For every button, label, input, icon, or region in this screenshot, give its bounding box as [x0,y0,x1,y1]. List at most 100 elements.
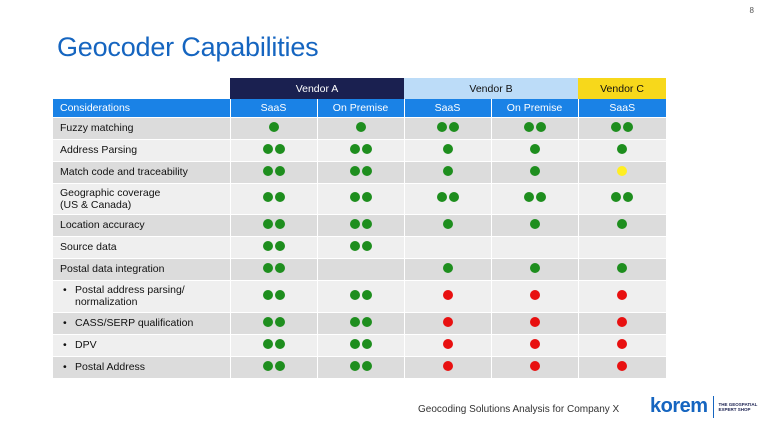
rating-cell-vendor-a-saas [229,182,317,214]
rating-dots [529,165,540,176]
green-dot-icon [361,316,372,327]
table-row: Geographic coverage (US & Canada) [53,182,667,214]
row-label-text: Address Parsing [60,144,138,156]
green-dot-icon [361,218,372,229]
rating-cell-vendor-a-saas [229,355,317,378]
capabilities-table: Vendor A Vendor B Vendor C Consideration… [53,78,667,378]
green-dot-icon [523,121,534,132]
green-dot-icon [349,338,360,349]
sub-item: • Postal Address [63,361,224,373]
footer-text: Geocoding Solutions Analysis for Company… [418,404,620,415]
green-dot-icon [361,165,372,176]
row-label: • Postal address parsing/ normalization [53,279,230,312]
rating-cell-vendor-c-saas [577,138,667,161]
rating-dots [523,192,546,202]
rating-cell-vendor-b-saas [403,311,491,334]
rating-dots [529,143,540,154]
rating-dots [529,360,540,371]
rating-cell-vendor-b-saas [403,257,491,280]
green-dot-icon [349,240,360,251]
red-dot-icon [617,360,628,371]
green-dot-icon [617,143,628,154]
green-dot-icon [274,240,285,251]
rating-dots [617,165,628,176]
rating-dots [262,143,285,154]
rating-cell-vendor-a-on-premise [316,213,404,236]
rating-cell-vendor-b-saas [403,235,491,258]
rating-dots [617,360,628,371]
bullet-icon: • [63,361,67,374]
column-header-vendor-a-on-premise: On Premise [316,99,404,117]
rating-cell-vendor-b-saas [403,213,491,236]
korem-logo: korem THE GEOSPATIAL EXPERT SHOP [650,395,759,418]
rating-dots [262,360,285,371]
rating-dots [617,316,628,327]
logo-divider [712,395,714,418]
rating-cell-vendor-a-saas [229,160,317,183]
green-dot-icon [529,165,540,176]
column-header-vendor-b-saas: SaaS [403,99,491,117]
row-label-text: Fuzzy matching [60,122,134,134]
green-dot-icon [448,121,459,132]
green-dot-icon [262,338,273,349]
rating-dots [262,289,285,300]
rating-cell-vendor-a-on-premise [316,160,404,183]
rating-cell-vendor-a-saas [229,311,317,334]
green-dot-icon [274,289,285,300]
rating-cell-vendor-b-on-premise [490,160,579,183]
rating-cell-vendor-b-saas [403,355,491,378]
rating-cell-vendor-c-saas [577,116,667,139]
row-label: Postal data integration [53,257,230,280]
slide-title: Geocoder Capabilities [57,32,319,62]
rating-cell-vendor-b-on-premise [490,138,579,161]
rating-cell-vendor-c-saas [577,235,667,258]
row-label-text: Postal Address [75,361,146,374]
rating-dots [442,262,453,273]
rating-dots [617,143,628,154]
rating-cell-vendor-a-on-premise [316,235,404,258]
rating-cell-vendor-c-saas [577,213,667,236]
green-dot-icon [274,192,285,202]
green-dot-icon [436,121,447,132]
rating-cell-vendor-b-saas [403,279,491,312]
red-dot-icon [442,316,453,327]
green-dot-icon [617,218,628,229]
green-dot-icon [349,192,360,202]
rating-cell-vendor-a-saas [229,279,317,312]
green-dot-icon [262,165,273,176]
row-label-text: Postal address parsing/ normalization [75,284,185,308]
green-dot-icon [436,192,447,202]
table-row: • Postal Address [53,355,667,378]
red-dot-icon [442,289,453,300]
red-dot-icon [617,289,628,300]
green-dot-icon [623,192,634,202]
rating-dots [262,218,285,229]
table-row: Source data [53,235,667,258]
row-label-text: Location accuracy [60,219,145,231]
green-dot-icon [274,360,285,371]
rating-dots [349,338,372,349]
sub-item: • CASS/SERP qualification [63,317,224,329]
row-label-text: CASS/SERP qualification [75,317,194,329]
green-dot-icon [262,289,273,300]
rating-dots [617,218,628,229]
rating-cell-vendor-b-on-premise [490,116,579,139]
row-label-text: Source data [60,241,117,253]
bullet-icon: • [63,317,67,329]
red-dot-icon [529,360,540,371]
rating-cell-vendor-b-on-premise [490,355,579,378]
green-dot-icon [448,192,459,202]
rating-dots [442,143,453,154]
rating-dots [442,316,453,327]
page-number: 8 [749,6,754,15]
yellow-dot-icon [617,165,628,176]
green-dot-icon [349,143,360,154]
rating-cell-vendor-c-saas [577,257,667,280]
green-dot-icon [442,165,453,176]
column-header-vendor-a-saas: SaaS [229,99,317,117]
rating-cell-vendor-a-saas [229,138,317,161]
green-dot-icon [611,192,622,202]
rating-cell-vendor-c-saas [577,333,667,356]
green-dot-icon [535,192,546,202]
row-label: • DPV [53,333,230,356]
